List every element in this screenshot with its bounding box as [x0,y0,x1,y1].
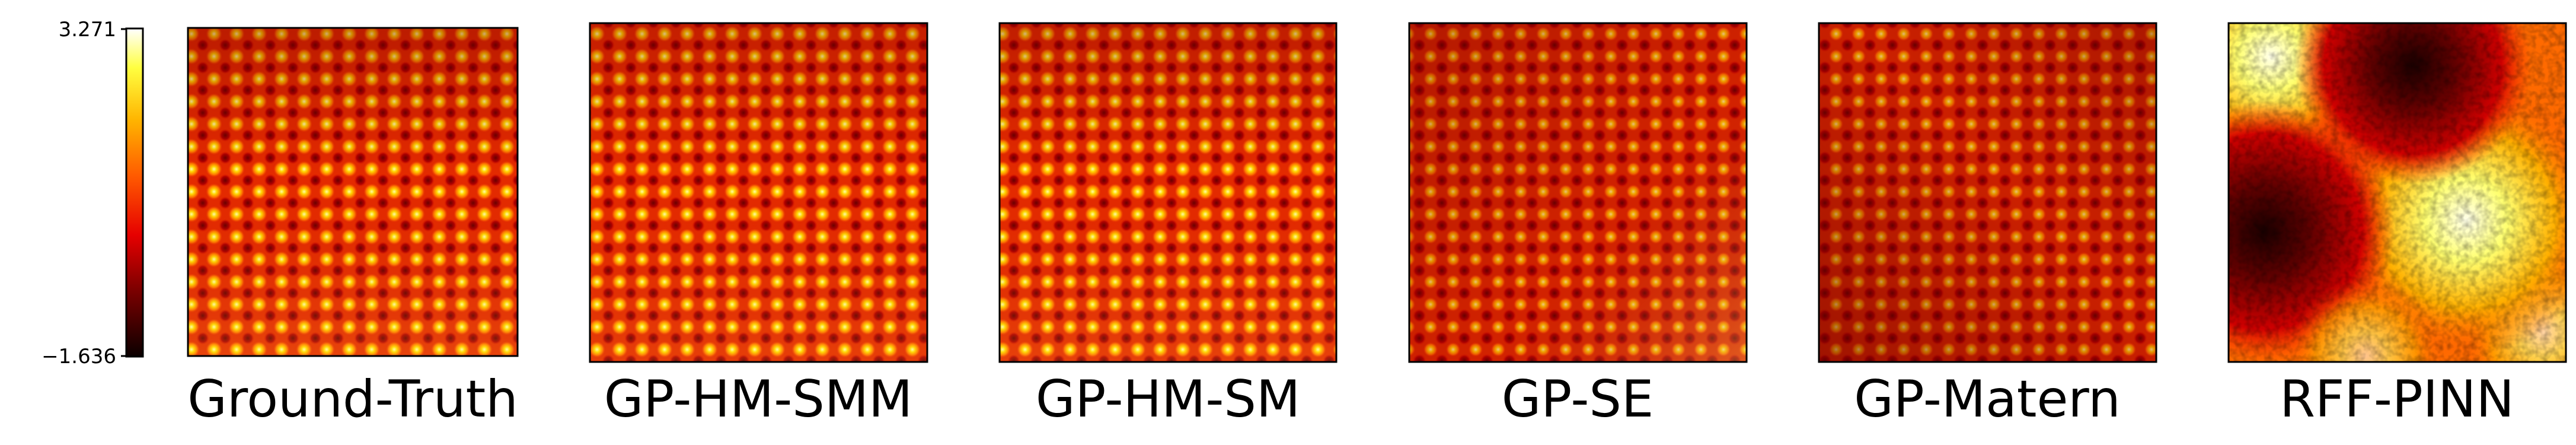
panel-gp-hm-smm: GP-HM-SMM [589,22,928,429]
colorbar-max-label: 3.271 [59,18,116,42]
panel-title: GP-Matern [1854,370,2121,429]
panel-title: GP-HM-SMM [604,370,913,429]
panel-frame [2227,22,2567,363]
panel-frame [1408,22,1748,363]
colorbar-min-label: −1.636 [42,345,116,368]
colorbar-gradient [125,27,144,358]
panel-title: RFF-PINN [2280,370,2514,429]
panel-frame [998,22,1338,363]
panel-frame [1818,22,2157,363]
panel-ground-truth: Ground-Truth [187,27,519,429]
colorbar: 3.271 −1.636 [42,18,144,368]
panel-gp-hm-sm: GP-HM-SM [998,22,1338,429]
panel-frame [187,27,519,357]
panel-gp-matern: GP-Matern [1818,22,2157,429]
panel-title: Ground-Truth [187,370,518,429]
panel-rff-pinn: RFF-PINN [2227,22,2567,429]
panel-frame [589,22,928,363]
panel-title: GP-HM-SM [1036,370,1300,429]
panel-gp-se: GP-SE [1408,22,1748,429]
panel-title: GP-SE [1502,370,1654,429]
